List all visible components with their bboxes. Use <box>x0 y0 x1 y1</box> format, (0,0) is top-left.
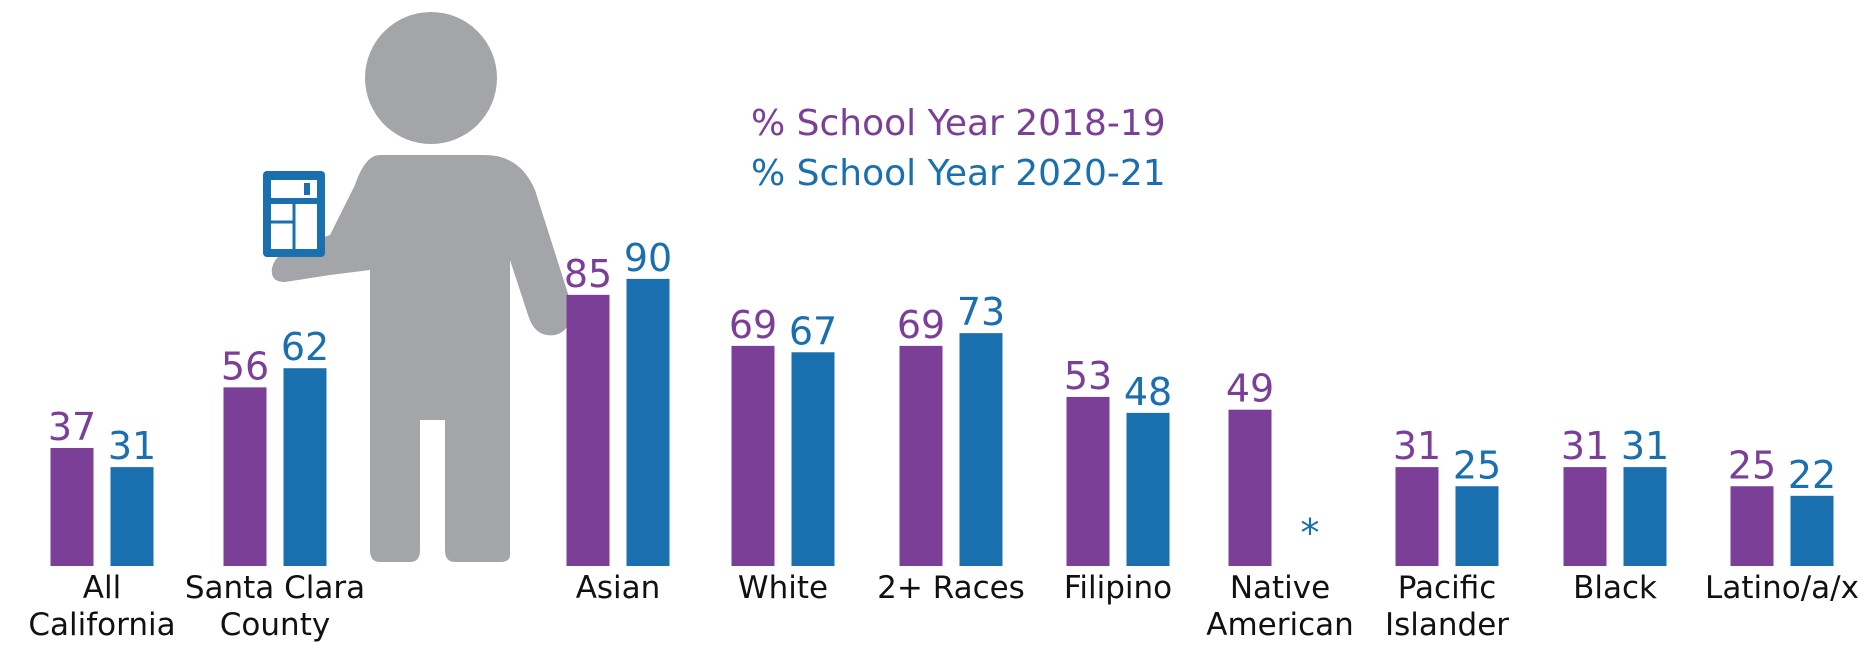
x-tick-label-line: Pacific <box>1398 570 1497 606</box>
data-label: 49 <box>1226 367 1274 411</box>
x-tick-label: All California <box>28 570 175 643</box>
legend-entry: % School Year 2018-19 <box>751 103 1166 144</box>
data-label: 31 <box>1561 424 1609 468</box>
bar <box>283 368 327 566</box>
data-label: 48 <box>1124 370 1172 414</box>
bar <box>1395 467 1439 566</box>
data-label: 53 <box>1064 354 1112 398</box>
bar <box>566 294 610 566</box>
bar <box>223 387 267 566</box>
data-label: 90 <box>624 236 672 280</box>
bar <box>50 447 94 566</box>
bar <box>731 345 775 566</box>
x-tick-label: Asian <box>576 570 661 606</box>
x-tick-label: Filipino <box>1064 570 1172 606</box>
data-label: 85 <box>564 252 612 296</box>
bar <box>626 278 670 566</box>
data-label: 69 <box>729 303 777 347</box>
data-label: 67 <box>789 309 837 353</box>
bar <box>791 352 835 566</box>
data-label: 22 <box>1788 453 1836 497</box>
x-tick-label-line: Black <box>1573 570 1657 606</box>
bar <box>1066 396 1110 566</box>
bar <box>1126 412 1170 566</box>
data-label: 37 <box>48 405 96 449</box>
x-tick-label: Black <box>1573 570 1657 606</box>
bar <box>1563 467 1607 566</box>
x-tick-label-line: 2+ Races <box>877 570 1025 606</box>
bar <box>899 345 943 566</box>
x-tick-label-line: Native <box>1230 570 1330 606</box>
data-label: 69 <box>897 303 945 347</box>
x-tick-label-line: Latino/a/x <box>1705 570 1859 606</box>
x-tick-label-line: California <box>28 607 175 643</box>
x-tick-label-line: American <box>1206 607 1354 643</box>
data-label: 25 <box>1453 443 1501 487</box>
data-label: 31 <box>1393 424 1441 468</box>
x-tick-label-line: Santa Clara <box>185 570 365 606</box>
x-tick-label: Latino/a/x <box>1705 570 1859 606</box>
data-label: 31 <box>1621 424 1669 468</box>
x-tick-label: Native American <box>1206 570 1354 643</box>
bar <box>110 467 154 566</box>
phone-icon <box>263 171 325 257</box>
legend-entry: % School Year 2020-21 <box>751 153 1166 194</box>
person-figure <box>271 12 571 562</box>
x-tick-label-line: White <box>738 570 828 606</box>
data-label: 25 <box>1728 443 1776 487</box>
data-label: 31 <box>108 424 156 468</box>
x-tick-label-line: Asian <box>576 570 661 606</box>
bar <box>1455 486 1499 566</box>
bar <box>1623 467 1667 566</box>
x-tick-label-line: All <box>83 570 121 606</box>
bar <box>1790 495 1834 566</box>
x-tick-label: Pacific Islander <box>1385 570 1509 643</box>
bar <box>1730 486 1774 566</box>
bar <box>959 333 1003 566</box>
x-tick-label: White <box>738 570 828 606</box>
x-tick-label: Santa Clara County <box>185 570 365 643</box>
bar <box>1228 409 1272 566</box>
data-label: 73 <box>957 290 1005 334</box>
x-tick-label-line: County <box>220 607 330 643</box>
data-label: 62 <box>281 325 329 369</box>
x-tick-label-line: Filipino <box>1064 570 1172 606</box>
x-tick-label-line: Islander <box>1385 607 1509 643</box>
x-tick-label: 2+ Races <box>877 570 1025 606</box>
data-label: 56 <box>221 344 269 388</box>
data-label: * <box>1301 511 1320 555</box>
